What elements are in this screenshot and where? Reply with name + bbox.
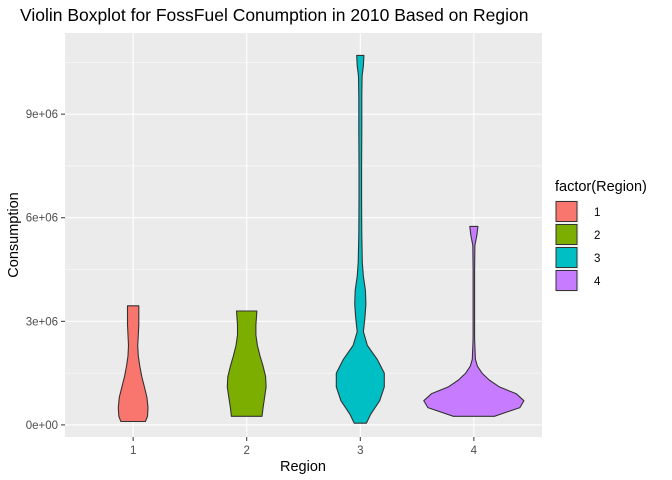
chart-title: Violin Boxplot for FossFuel Conumption i… [20, 5, 528, 25]
y-axis-title: Consumption [6, 192, 22, 277]
y-tick-label: 9e+06 [26, 109, 58, 121]
legend-swatch-2 [555, 224, 578, 245]
violins [117, 54, 525, 424]
x-axis-title: Region [280, 459, 326, 475]
legend-label-2: 2 [594, 230, 600, 242]
legend-label-4: 4 [594, 276, 601, 288]
violin-region-4 [423, 225, 525, 417]
legend-swatch-3 [555, 247, 578, 268]
x-tick-label: 1 [130, 445, 136, 457]
violin-region-1 [117, 305, 149, 423]
y-tick-label: 0e+00 [26, 420, 58, 432]
x-tick-label: 4 [471, 445, 478, 457]
violin-region-3 [335, 54, 385, 424]
legend: factor(Region) 1 2 3 4 [555, 179, 647, 292]
violin-region-2 [226, 310, 267, 417]
plot-background [65, 33, 542, 437]
legend-keys: 1 2 3 4 [555, 200, 601, 292]
axis-ticks: 0e+00 3e+06 6e+06 9e+06 1 2 3 4 [26, 109, 478, 457]
legend-swatch-4 [555, 270, 578, 291]
legend-swatch-1 [555, 201, 578, 222]
legend-title: factor(Region) [555, 179, 647, 195]
y-tick-label: 6e+06 [26, 213, 58, 225]
x-tick-label: 2 [244, 445, 250, 457]
legend-label-3: 3 [594, 253, 600, 265]
y-tick-label: 3e+06 [26, 316, 58, 328]
x-tick-label: 3 [357, 445, 363, 457]
legend-label-1: 1 [594, 207, 600, 219]
